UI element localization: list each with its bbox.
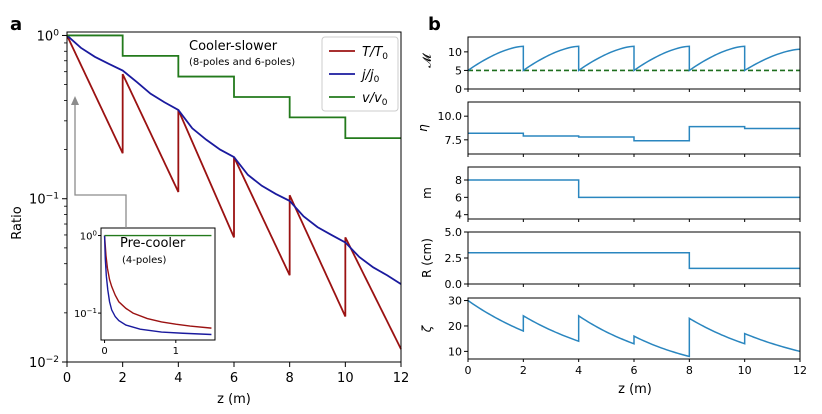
pre-cooler-inset: Pre-cooler (4-poles) 100 10−1 0 1	[71, 96, 216, 357]
inset-connector-arrowhead	[71, 96, 79, 105]
legend-label: T/T0	[362, 45, 388, 62]
y-tick-label: 7.5	[445, 134, 463, 147]
cooler-slower-subtitle: (8-poles and 6-poles)	[189, 57, 295, 68]
x-tick-label: 2	[520, 364, 527, 377]
subplot-frame	[467, 36, 801, 90]
y-tick-label: 2.5	[445, 252, 463, 265]
legend-label: v/v0	[362, 91, 388, 108]
y-tick-label: 10−2	[29, 355, 59, 371]
y-tick-label: 10.0	[438, 110, 463, 123]
inset-y-tick-label: 100	[80, 230, 97, 243]
y-tick-label: 20	[448, 320, 462, 333]
subplot-0: 0 5 10 𝓜	[420, 36, 801, 96]
x-tick-label: 8	[286, 371, 294, 386]
legend-label: j/j0	[360, 68, 380, 85]
panel-b-x-axis-label: z (m)	[618, 382, 652, 397]
subplot-series	[468, 125, 800, 142]
subplot-frame	[467, 231, 801, 285]
x-tick-label: 8	[686, 364, 693, 377]
x-tick-label: 10	[337, 371, 354, 386]
x-tick-label: 2	[119, 371, 127, 386]
subplot-series	[468, 179, 800, 199]
panel-a-y-axis-label: Ratio	[10, 206, 25, 239]
series-v-over-v0	[67, 34, 401, 140]
legend-box	[321, 36, 399, 112]
subplot-2: 4 6 8 m	[420, 166, 801, 222]
panel-a-frame	[66, 31, 402, 363]
y-tick-label: 0.0	[445, 278, 463, 291]
x-tick-label: 4	[174, 371, 182, 386]
x-tick-label: 4	[575, 364, 582, 377]
x-tick-label: 0	[63, 371, 71, 386]
x-tick-label: 10	[738, 364, 752, 377]
cooler-slower-title: Cooler-slower	[189, 39, 278, 54]
y-tick-label: 10−1	[29, 192, 59, 208]
y-axis-label: R (cm)	[420, 238, 434, 278]
inset-title: Pre-cooler	[120, 236, 186, 251]
subplot-frame	[467, 101, 801, 155]
inset-y-tick-label: 10−1	[74, 307, 97, 320]
y-tick-label: 5.0	[445, 226, 463, 239]
legend: T/T0 j/j0 v/v0	[321, 36, 399, 112]
inset-subtitle: (4-poles)	[122, 255, 166, 266]
panel-a-label: a	[10, 14, 22, 35]
inset-connector	[74, 104, 127, 228]
y-tick-label: 10	[448, 46, 462, 59]
inset-series	[103, 235, 212, 329]
y-tick-label: 4	[455, 209, 462, 222]
subplot-frame	[467, 297, 801, 360]
x-tick-label: 0	[465, 364, 472, 377]
y-tick-label: 6	[455, 191, 462, 204]
inset-x-tick-label: 1	[173, 346, 179, 357]
subplot-4: 10 20 30 ζ 0 2 4 6 8 10 12	[420, 295, 807, 377]
y-tick-label: 8	[455, 174, 462, 187]
subplot-1: 7.5 10.0 η	[416, 101, 801, 157]
inset-series	[103, 235, 212, 336]
x-tick-label: 6	[230, 371, 238, 386]
panel-a-x-axis-label: z (m)	[217, 392, 251, 407]
subplot-series	[467, 299, 801, 358]
y-tick-label: 0	[455, 83, 462, 96]
y-axis-label: 𝓜	[420, 53, 434, 68]
x-tick-label: 6	[631, 364, 638, 377]
inset-x-tick-label: 0	[101, 346, 107, 357]
series-j-over-j0	[66, 34, 402, 285]
y-axis-label: η	[416, 124, 430, 132]
panel-b-label: b	[428, 14, 441, 35]
subplot-series	[468, 252, 800, 270]
subplot-3: 0.0 2.5 5.0 R (cm)	[420, 226, 801, 291]
y-tick-label: 30	[448, 295, 462, 308]
y-axis-label: ζ	[420, 324, 434, 333]
y-axis-label: m	[420, 187, 434, 199]
y-tick-label: 10	[448, 345, 462, 358]
subplot-frame	[467, 166, 801, 220]
x-tick-label: 12	[393, 371, 410, 386]
y-tick-label: 5	[455, 64, 462, 77]
y-tick-label: 100	[37, 28, 60, 44]
series-t-over-t0	[66, 35, 402, 350]
subplot-series	[467, 45, 801, 72]
x-tick-label: 12	[793, 364, 807, 377]
